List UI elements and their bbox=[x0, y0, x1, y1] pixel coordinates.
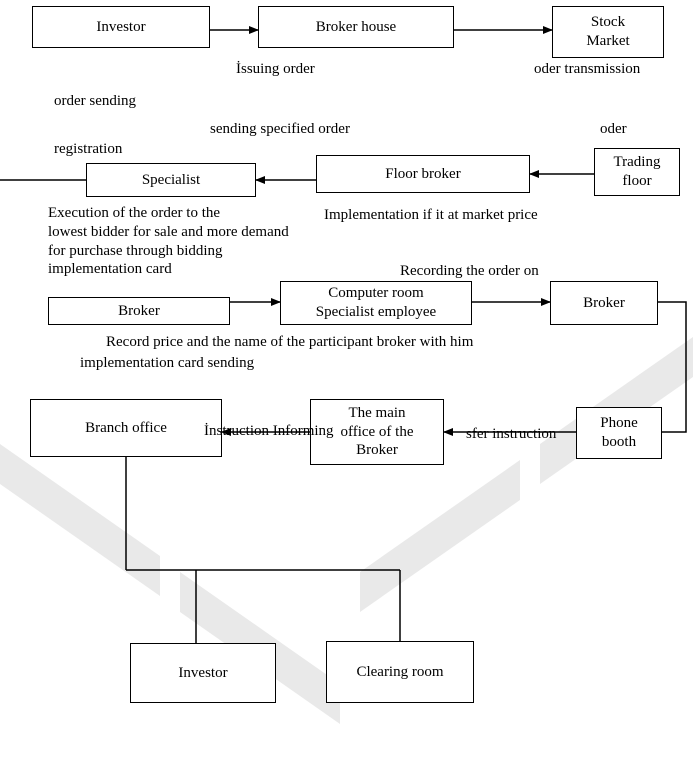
label-text: sfer instruction bbox=[466, 426, 556, 442]
label-text: sending specified order bbox=[210, 121, 350, 137]
label-odertrans: oder transmission bbox=[534, 60, 640, 79]
label-text: oder transmission bbox=[534, 61, 640, 77]
label-text: Implementation if it at market price bbox=[324, 207, 538, 223]
label-text: Execution of the order to the lowest bid… bbox=[48, 205, 289, 277]
node-label: Computer room Specialist employee bbox=[316, 284, 436, 322]
node-label: Investor bbox=[178, 664, 227, 683]
node-label: Broker house bbox=[316, 18, 396, 37]
node-comproom: Computer room Specialist employee bbox=[280, 281, 472, 325]
node-investor1: Investor bbox=[32, 6, 210, 48]
node-label: Clearing room bbox=[356, 663, 443, 682]
node-stockmarket: Stock Market bbox=[552, 6, 664, 58]
label-recordprice: Record price and the name of the partici… bbox=[106, 333, 473, 352]
label-implcardsend: implementation card sending bbox=[80, 354, 254, 373]
node-tradingfl: Trading floor bbox=[594, 148, 680, 196]
label-sferinstr: sfer instruction bbox=[466, 425, 556, 444]
label-execution: Execution of the order to the lowest bid… bbox=[48, 204, 348, 279]
node-phonebooth: Phone booth bbox=[576, 407, 662, 459]
node-investor2: Investor bbox=[130, 643, 276, 703]
node-label: Broker bbox=[583, 294, 625, 313]
node-brokerhouse: Broker house bbox=[258, 6, 454, 48]
node-label: Phone booth bbox=[600, 414, 638, 452]
label-text: registration bbox=[54, 141, 122, 157]
node-label: Broker bbox=[118, 302, 160, 321]
label-text: implementation card sending bbox=[80, 355, 254, 371]
node-branch: Branch office bbox=[30, 399, 222, 457]
label-implmarket: Implementation if it at market price bbox=[324, 206, 538, 225]
node-floorbroker: Floor broker bbox=[316, 155, 530, 193]
node-broker1: Broker bbox=[48, 297, 230, 325]
node-broker2: Broker bbox=[550, 281, 658, 325]
label-text: Recording the order on bbox=[400, 263, 539, 279]
label-text: order sending bbox=[54, 93, 136, 109]
node-label: Specialist bbox=[142, 171, 200, 190]
label-instrinform: İnstruction Informing bbox=[204, 422, 334, 441]
node-specialist: Specialist bbox=[86, 163, 256, 197]
label-recording: Recording the order on bbox=[400, 262, 539, 281]
label-text: oder bbox=[600, 121, 627, 137]
label-issuing: İssuing order bbox=[236, 60, 315, 79]
node-clearing: Clearing room bbox=[326, 641, 474, 703]
node-label: The main office of the Broker bbox=[340, 404, 413, 460]
label-oder: oder bbox=[600, 120, 627, 139]
label-text: İssuing order bbox=[236, 61, 315, 77]
label-ordersending: order sending bbox=[54, 92, 136, 111]
node-label: Investor bbox=[96, 18, 145, 37]
label-text: İnstruction Informing bbox=[204, 423, 334, 439]
node-label: Branch office bbox=[85, 419, 167, 438]
node-label: Stock Market bbox=[586, 13, 629, 51]
node-label: Floor broker bbox=[385, 165, 460, 184]
node-label: Trading floor bbox=[614, 153, 661, 191]
label-text: Record price and the name of the partici… bbox=[106, 334, 473, 350]
label-sendingspec: sending specified order bbox=[210, 120, 350, 139]
label-registration: registration bbox=[54, 140, 122, 159]
